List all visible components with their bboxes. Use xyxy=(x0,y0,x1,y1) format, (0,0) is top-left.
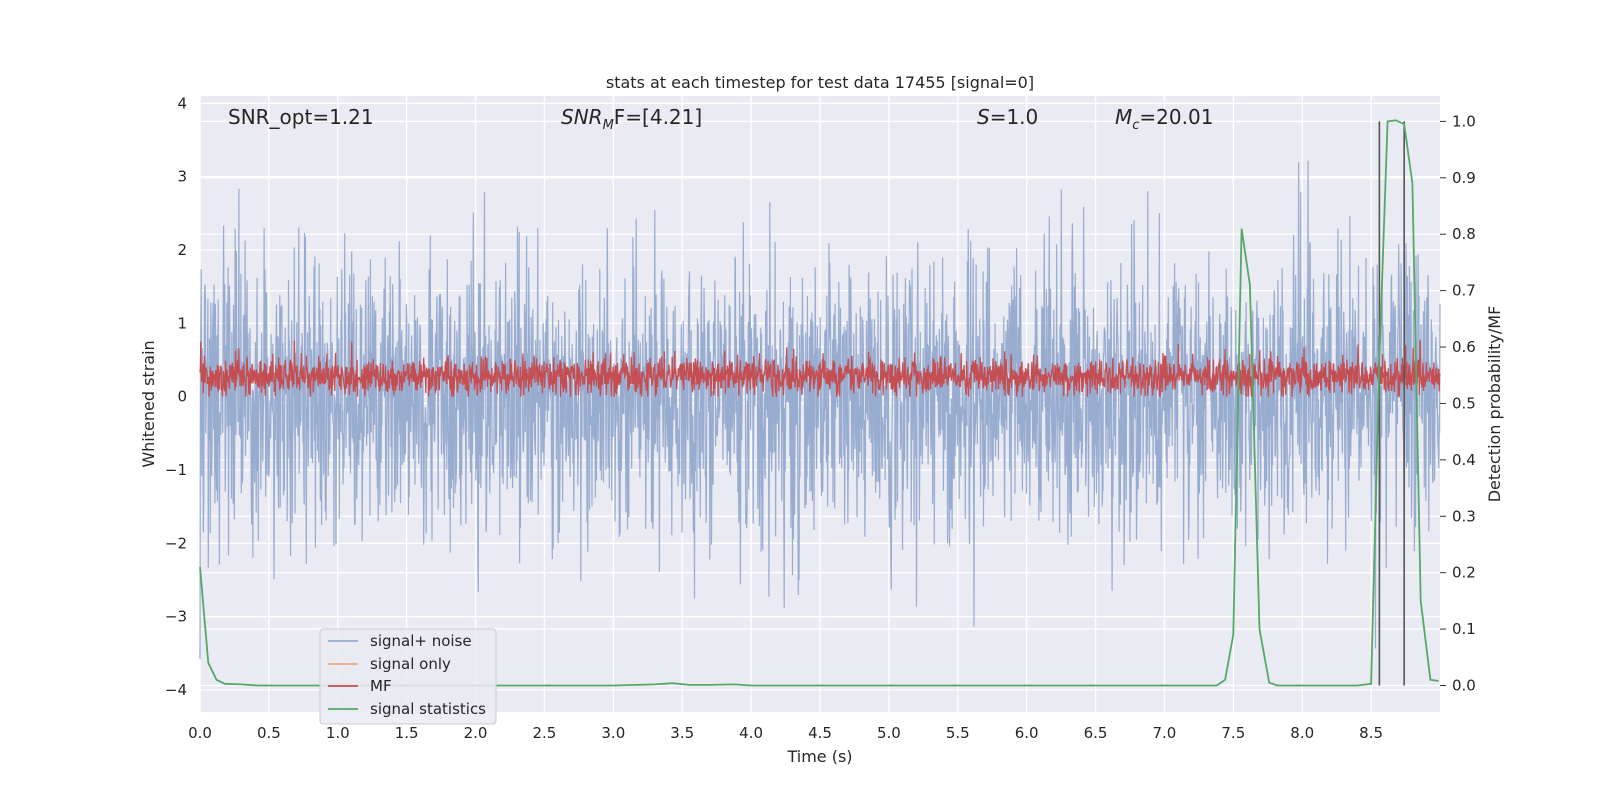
noise-series xyxy=(199,160,1441,660)
annotation-mc-value: =20.01 xyxy=(1139,105,1213,129)
legend: signal+ noise signal only MF signal stat… xyxy=(319,628,497,725)
x-tick-label: 2.0 xyxy=(464,724,488,742)
signal-noise-line xyxy=(199,160,1441,660)
x-tick-label: 2.5 xyxy=(533,724,557,742)
signal-statistics-series xyxy=(199,119,1439,687)
y2-tick-label: 0.2 xyxy=(1452,564,1476,582)
x-tick-label: 3.5 xyxy=(670,724,694,742)
y2-tick-label: 0.8 xyxy=(1452,225,1476,243)
x-tick-label: 6.5 xyxy=(1084,724,1108,742)
y2-tick-label: 0.0 xyxy=(1452,676,1476,694)
x-axis-label: Time (s) xyxy=(786,747,852,766)
mf-series xyxy=(199,339,1441,397)
annotation-mc-subscript: c xyxy=(1132,118,1139,133)
y2-tick-label: 0.3 xyxy=(1452,507,1476,525)
y2-tick-label: 0.7 xyxy=(1452,282,1476,300)
chart-title: stats at each timestep for test data 174… xyxy=(606,73,1034,92)
y2-tick-label: 0.1 xyxy=(1452,620,1476,638)
y2-axis-label: Detection probability/MF xyxy=(1485,306,1504,503)
annotation-snr-mf-subscript: M xyxy=(603,118,614,133)
x-tick-label: 3.0 xyxy=(601,724,625,742)
y-tick-label: 4 xyxy=(177,94,187,112)
x-tick-label: 7.0 xyxy=(1153,724,1177,742)
annotation-s-value: =1.0 xyxy=(990,105,1039,129)
x-tick-label: 4.0 xyxy=(739,724,763,742)
x-tick-label: 5.5 xyxy=(946,724,970,742)
annotation-snr-mf-value: F=[4.21] xyxy=(614,105,702,129)
annotation-snr-mf-symbol: SNR xyxy=(561,105,603,129)
x-tick-label: 0.0 xyxy=(188,724,212,742)
vertical-markers xyxy=(1378,121,1405,686)
y-tick-label: 0 xyxy=(177,388,187,406)
x-tick-label: 0.5 xyxy=(257,724,281,742)
legend-label-mf: MF xyxy=(370,677,392,695)
y-tick-labels: −4 −3 −2 −1 0 1 2 3 4 xyxy=(165,94,187,699)
y-tick-label: −3 xyxy=(165,608,187,626)
x-tick-label: 4.5 xyxy=(808,724,832,742)
y-tick-label: −2 xyxy=(165,534,187,552)
annotation-s: S=1.0 xyxy=(977,105,1038,129)
y-tick-label: −1 xyxy=(165,461,187,479)
legend-label-signal-statistics: signal statistics xyxy=(370,700,486,718)
x-tick-label: 1.5 xyxy=(395,724,419,742)
legend-label-signal-only: signal only xyxy=(370,655,451,673)
y-tick-label: 3 xyxy=(177,168,187,186)
y-tick-label: 2 xyxy=(177,241,187,259)
legend-label-signal-noise: signal+ noise xyxy=(370,632,472,650)
legend-box xyxy=(319,628,497,725)
x-tick-labels: 0.0 0.5 1.0 1.5 2.0 2.5 3.0 3.5 4.0 4.5 5.0 5.5 6.0 6… xyxy=(188,724,1383,742)
x-tick-label: 1.0 xyxy=(326,724,350,742)
y2-tick-label: 1.0 xyxy=(1452,112,1476,130)
x-tick-label: 5.0 xyxy=(877,724,901,742)
y-tick-label: 1 xyxy=(177,314,187,332)
y2-tick-label: 0.6 xyxy=(1452,338,1476,356)
annotation-mc: Mc=20.01 xyxy=(1115,105,1213,133)
signal-statistics-line xyxy=(199,119,1439,687)
y2-tick-label: 0.5 xyxy=(1452,394,1476,412)
annotation-mc-symbol: M xyxy=(1115,105,1132,129)
x-tick-label: 8.0 xyxy=(1290,724,1314,742)
y-axis-label: Whitened strain xyxy=(139,340,158,467)
y2-tick-label: 0.9 xyxy=(1452,169,1476,187)
y2-tick-label: 0.4 xyxy=(1452,451,1476,469)
x-tick-label: 6.0 xyxy=(1015,724,1039,742)
x-tick-label: 7.5 xyxy=(1221,724,1245,742)
annotation-snr-opt: SNR_opt=1.21 xyxy=(228,105,374,129)
annotation-snr-mf: SNRMF=[4.21] xyxy=(561,105,702,133)
annotation-s-symbol: S xyxy=(977,105,990,129)
y2-tick-labels: 0.0 0.1 0.2 0.3 0.4 0.5 0.6 0.7 0.8 0.9 1.0 xyxy=(1440,112,1476,694)
y-tick-label: −4 xyxy=(165,681,187,699)
mf-line xyxy=(199,339,1441,397)
x-tick-label: 8.5 xyxy=(1359,724,1383,742)
